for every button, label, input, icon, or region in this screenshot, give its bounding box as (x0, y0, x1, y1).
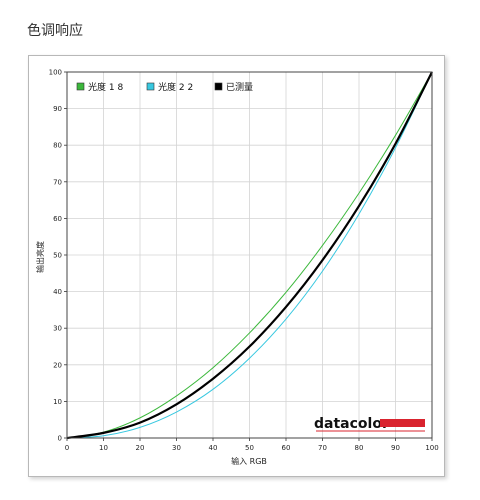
y-tick-label: 80 (53, 142, 62, 150)
y-tick-label: 10 (53, 398, 62, 406)
x-tick-label: 70 (318, 444, 327, 452)
x-tick-label: 30 (172, 444, 181, 452)
tick-labels: 0 10 20 30 40 50 60 70 80 90 100 0 10 20 30 40 50 60 70 80 9… (49, 69, 439, 453)
legend-label-2: 已测量 (226, 82, 253, 93)
y-tick-label: 0 (58, 435, 62, 443)
y-tick-label: 50 (53, 252, 62, 260)
series-line-2 (66, 71, 433, 440)
x-tick-label: 100 (425, 444, 438, 452)
legend-swatch-2 (214, 82, 223, 91)
x-axis-label: 输入 RGB (231, 456, 267, 466)
x-tick-label: 50 (245, 444, 254, 452)
y-tick-label: 20 (53, 361, 62, 369)
y-tick-label: 60 (53, 215, 62, 223)
y-tick-label: 70 (53, 178, 62, 186)
x-tick-label: 10 (99, 444, 108, 452)
y-tick-label: 40 (53, 288, 62, 296)
y-tick-label: 100 (49, 69, 62, 77)
legend-swatch-1 (146, 82, 155, 91)
chart-svg: 0 10 20 30 40 50 60 70 80 90 100 0 10 20 30 40 50 60 70 80 9… (35, 69, 439, 467)
series-line-1 (66, 71, 433, 439)
axes (64, 71, 433, 441)
y-tick-label: 30 (53, 325, 62, 333)
datacolor-logo: datacolor (314, 416, 425, 432)
legend-label-0: 光度 1 8 (88, 81, 123, 93)
y-tick-label: 90 (53, 105, 62, 113)
legend-label-1: 光度 2 2 (158, 81, 193, 93)
x-tick-label: 0 (65, 444, 69, 452)
curves (66, 71, 433, 440)
tone-response-chart: 0 10 20 30 40 50 60 70 80 90 100 0 10 20 30 40 50 60 70 80 9… (28, 55, 445, 477)
page-title: 色调响应 (27, 23, 83, 39)
series-line-0 (66, 71, 433, 439)
brand-bar (380, 419, 425, 427)
x-tick-label: 80 (355, 444, 364, 452)
x-tick-label: 40 (209, 444, 218, 452)
legend-swatch-0 (76, 82, 85, 91)
x-tick-label: 60 (282, 444, 291, 452)
brand-name: datacolor (314, 416, 389, 432)
legend: 光度 1 8 光度 2 2 已测量 (76, 81, 253, 93)
x-tick-label: 20 (136, 444, 145, 452)
plot-frame (66, 71, 433, 439)
grid (66, 71, 433, 439)
x-tick-label: 90 (391, 444, 400, 452)
y-axis-label: 输出亮度 (35, 241, 45, 273)
